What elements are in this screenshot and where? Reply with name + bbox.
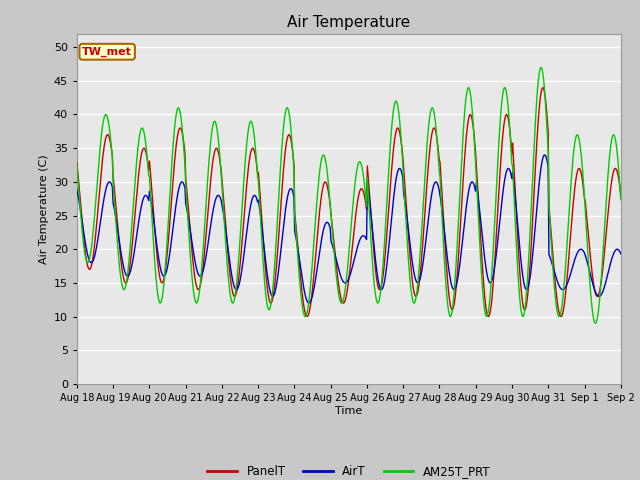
PanelT [194, 287, 202, 292]
PanelT [617, 192, 625, 198]
Line: AM25T_PRT: AM25T_PRT [77, 68, 621, 323]
AirT [431, 179, 439, 185]
Y-axis label: Air Temperature (C): Air Temperature (C) [40, 154, 49, 264]
AM25T_PRT [83, 259, 90, 264]
AM25T_PRT [73, 163, 81, 168]
AirT [139, 198, 147, 204]
AM25T_PRT [194, 298, 202, 303]
AirT [416, 277, 424, 283]
AirT [617, 251, 625, 257]
PanelT [223, 234, 230, 240]
PanelT [539, 84, 547, 90]
AirT [194, 270, 202, 276]
AM25T_PRT [223, 253, 230, 259]
AirT [223, 234, 230, 240]
AM25T_PRT [591, 320, 599, 326]
PanelT [415, 283, 422, 289]
PanelT [484, 314, 492, 320]
Line: AirT: AirT [77, 155, 621, 303]
AM25T_PRT [139, 125, 147, 131]
X-axis label: Time: Time [335, 406, 362, 416]
AM25T_PRT [617, 197, 625, 203]
PanelT [73, 159, 81, 165]
AM25T_PRT [538, 65, 545, 71]
Line: PanelT: PanelT [77, 87, 621, 317]
PanelT [139, 147, 147, 153]
PanelT [83, 258, 90, 264]
AirT [83, 247, 90, 253]
Legend: PanelT, AirT, AM25T_PRT: PanelT, AirT, AM25T_PRT [203, 460, 495, 480]
PanelT [431, 126, 438, 132]
AirT [305, 300, 313, 306]
AM25T_PRT [415, 270, 422, 276]
Text: TW_met: TW_met [82, 47, 132, 57]
AM25T_PRT [431, 114, 438, 120]
Title: Air Temperature: Air Temperature [287, 15, 410, 30]
AirT [73, 187, 81, 192]
AirT [541, 152, 548, 158]
